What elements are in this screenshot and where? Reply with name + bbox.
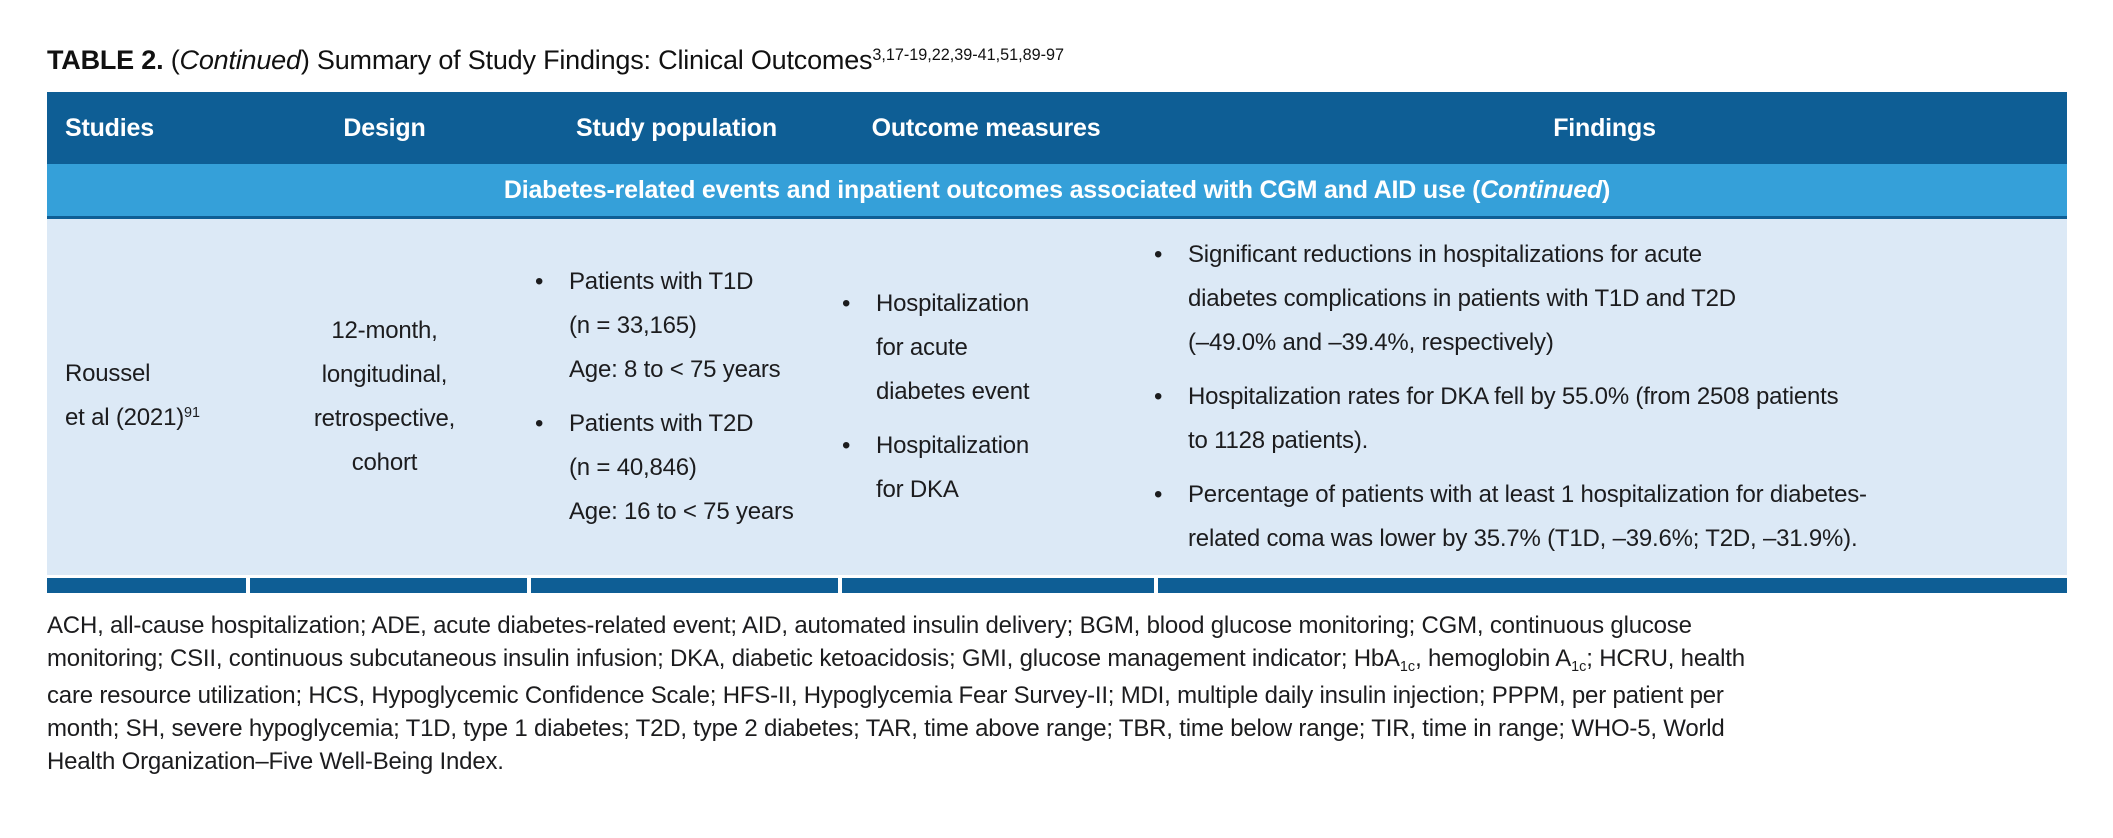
text-line: Age: 16 to < 75 years	[569, 498, 794, 525]
text-segment: month; SH, severe hypoglycemia; T1D, typ…	[47, 715, 1725, 742]
text-segment: ) Summary of Study Findings: Clinical Ou…	[300, 45, 873, 75]
text-line: Age: 8 to < 75 years	[569, 356, 781, 383]
bottom-rule-segment	[531, 578, 838, 593]
text-line: diabetes event	[876, 378, 1030, 405]
bullet-item: • Percentage of patients with at least 1 …	[1150, 473, 2053, 561]
text-line: for acute	[876, 334, 968, 361]
text-segment: et al (2021)	[65, 403, 185, 431]
bullet-item: • Significant reductions in hospitalizati…	[1150, 233, 2053, 365]
bullet-text: Patients with T2D (n = 40,846) Age: 16 to …	[569, 402, 816, 534]
text-segment: , hemoglobin A	[1415, 645, 1572, 672]
text-line: Percentage of patients with at least 1 h…	[1188, 481, 1867, 508]
text-segment: 3,17-19,22,39-41,51,89-97	[872, 46, 1065, 65]
table-title: TABLE 2. (Continued) Summary of Study Fi…	[47, 44, 2067, 80]
text-line: monitoring; CSII, continuous subcutaneou…	[47, 642, 2067, 679]
text-line: (–49.0% and –39.4%, respectively)	[1188, 329, 1554, 356]
text-line: Hospitalization rates for DKA fell by 55…	[1188, 383, 1839, 410]
text-line: retrospective,	[313, 405, 456, 432]
text-segment: 1c	[1571, 659, 1587, 676]
text-line: et al (2021)91	[65, 396, 246, 443]
text-segment: Roussel	[65, 359, 151, 387]
column-header-outcome-measures: Outcome measures	[871, 113, 1101, 142]
cell-outcome-measures: • Hospitalization for acute diabetes event •…	[830, 219, 1142, 575]
text-line: 12-month,	[331, 317, 438, 344]
summary-table: Studies Design Study population Outcome …	[47, 92, 2067, 593]
text-segment: ; HCRU, health	[1586, 645, 1745, 672]
text-line: Health Organization–Five Well-Being Inde…	[47, 745, 2067, 778]
text-line: month; SH, severe hypoglycemia; T1D, typ…	[47, 712, 2067, 745]
page: TABLE 2. (Continued) Summary of Study Fi…	[47, 44, 2067, 778]
text-line: ACH, all-cause hospitalization; ADE, acu…	[47, 609, 2067, 642]
bullet-icon: •	[1154, 481, 1163, 508]
text-line: longitudinal,	[321, 361, 448, 388]
bullet-text: Significant reductions in hospitalizatio…	[1188, 233, 2053, 365]
text-segment: (	[163, 45, 180, 75]
text-line: cohort	[351, 449, 418, 476]
cell-findings: • Significant reductions in hospitalizati…	[1142, 219, 2067, 575]
text-line: for DKA	[876, 476, 959, 503]
text-segment: 1c	[1399, 659, 1416, 676]
bullet-text: Hospitalization for DKA	[876, 424, 1128, 512]
bottom-rule-segment	[47, 578, 246, 593]
text-line: related coma was lower by 35.7% (T1D, –3…	[1188, 525, 1858, 552]
section-banner: Diabetes-related events and inpatient ou…	[47, 164, 2067, 219]
bullet-item: • Hospitalization for acute diabetes event	[838, 282, 1128, 414]
text-segment: care resource utilization; HCS, Hypoglyc…	[47, 682, 1724, 709]
cell-study-population: • Patients with T1D (n = 33,165) Age: 8 to …	[523, 219, 830, 575]
bullet-item: • Patients with T2D (n = 40,846) Age: 16 to…	[531, 402, 816, 534]
bullet-icon: •	[1154, 241, 1163, 268]
bullet-text: Hospitalization rates for DKA fell by 55…	[1188, 375, 2053, 463]
table-bottom-rule	[47, 578, 2067, 593]
text-line: Patients with T2D	[569, 410, 754, 437]
bullet-icon: •	[535, 268, 544, 295]
column-header-design: Design	[343, 113, 426, 142]
text-segment: )	[1602, 175, 1611, 204]
bullet-text: Percentage of patients with at least 1 h…	[1188, 473, 2053, 561]
bullet-icon: •	[1154, 383, 1163, 410]
abbreviations-footnote: ACH, all-cause hospitalization; ADE, acu…	[47, 609, 2067, 778]
text-segment: TABLE 2.	[47, 45, 164, 75]
bullet-item: • Hospitalization rates for DKA fell by 5…	[1150, 375, 2053, 463]
text-line: Roussel	[65, 352, 246, 396]
text-segment: monitoring; CSII, continuous subcutaneou…	[47, 645, 1400, 672]
text-line: (n = 33,165)	[569, 312, 697, 339]
text-segment: ACH, all-cause hospitalization; ADE, acu…	[47, 612, 1692, 639]
text-segment: Continued	[1480, 175, 1602, 204]
bullet-text: Hospitalization for acute diabetes event	[876, 282, 1128, 414]
bullet-text: Patients with T1D (n = 33,165) Age: 8 to <…	[569, 260, 816, 392]
column-header-findings: Findings	[1553, 113, 1656, 142]
text-line: diabetes complications in patients with …	[1188, 285, 1736, 312]
bullet-icon: •	[842, 290, 851, 317]
text-line: (n = 40,846)	[569, 454, 697, 481]
text-line: care resource utilization; HCS, Hypoglyc…	[47, 679, 2067, 712]
bullet-icon: •	[842, 432, 851, 459]
text-segment: 91	[184, 404, 201, 421]
bottom-rule-segment	[1158, 578, 2067, 593]
bottom-rule-segment	[842, 578, 1154, 593]
bottom-rule-segment	[250, 578, 527, 593]
text-line: Hospitalization	[876, 432, 1030, 459]
text-line: to 1128 patients).	[1188, 427, 1369, 454]
text-line: Patients with T1D	[569, 268, 754, 295]
text-segment: Continued	[179, 45, 301, 75]
text-line: Hospitalization	[876, 290, 1030, 317]
text-line: Significant reductions in hospitalizatio…	[1188, 241, 1702, 268]
bullet-item: • Hospitalization for DKA	[838, 424, 1128, 512]
text-segment: Health Organization–Five Well-Being Inde…	[47, 748, 504, 775]
bullet-item: • Patients with T1D (n = 33,165) Age: 8 to …	[531, 260, 816, 392]
table-row: Roussel et al (2021)91 12-month, longitudi…	[47, 219, 2067, 575]
column-header-study-population: Study population	[576, 113, 777, 142]
column-header-studies: Studies	[65, 113, 154, 142]
cell-studies: Roussel et al (2021)91	[47, 219, 246, 575]
text-segment: Diabetes-related events and inpatient ou…	[503, 175, 1481, 204]
table-header-row: Studies Design Study population Outcome …	[47, 92, 2067, 164]
cell-design: 12-month, longitudinal, retrospective, coho…	[246, 219, 523, 575]
bullet-icon: •	[535, 410, 544, 437]
